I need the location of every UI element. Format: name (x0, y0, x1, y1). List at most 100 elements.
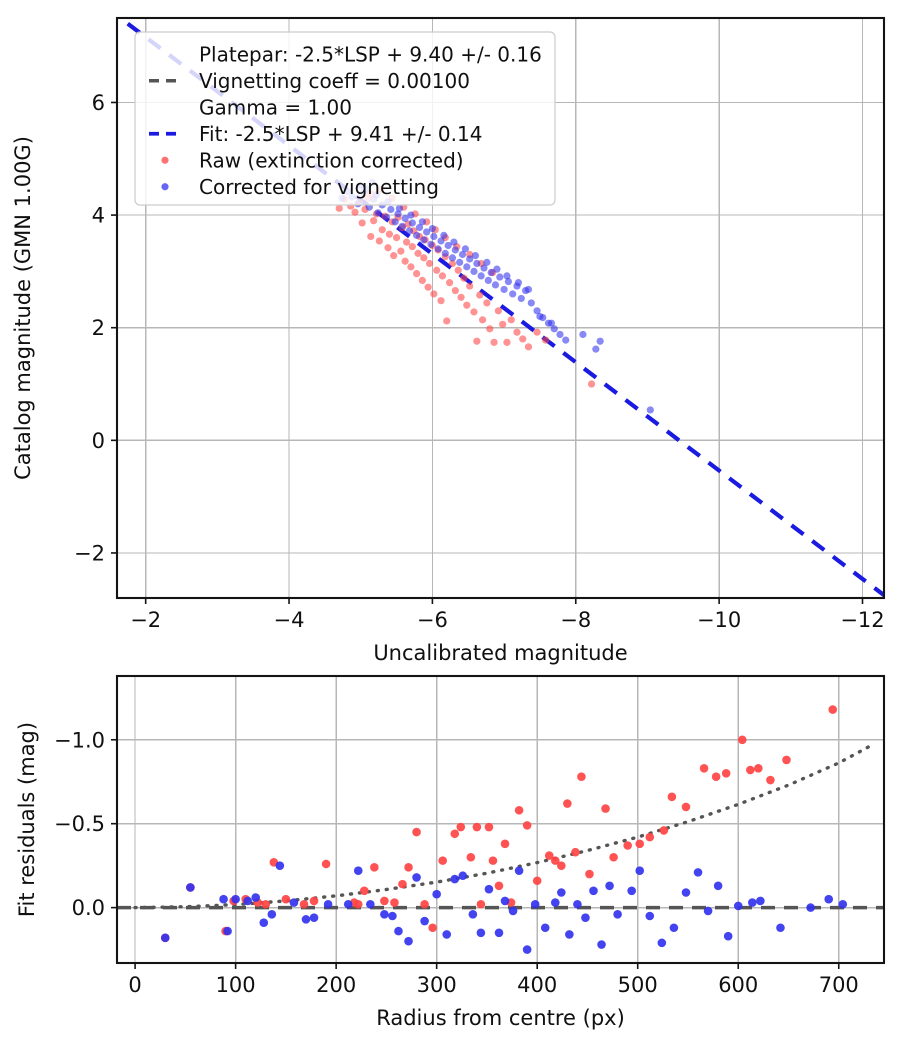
data-point (522, 945, 532, 954)
data-point (251, 893, 261, 902)
data-point (446, 279, 454, 287)
data-point (577, 772, 586, 781)
data-point (480, 264, 488, 272)
data-point (476, 899, 486, 909)
data-point (412, 827, 421, 837)
data-point (420, 254, 428, 262)
data-point (476, 291, 484, 299)
data-point (592, 345, 600, 353)
data-point (609, 852, 618, 862)
legend-label: Gamma = 1.00 (199, 95, 352, 119)
data-point (494, 307, 502, 315)
legend-label: Corrected for vignetting (199, 175, 439, 199)
data-point (483, 258, 491, 266)
data-point (623, 841, 632, 850)
data-point (466, 282, 474, 290)
data-point (456, 822, 466, 832)
data-point (461, 245, 469, 253)
data-point (524, 343, 533, 351)
data-point (646, 406, 654, 414)
data-point (513, 328, 521, 336)
data-point (351, 208, 359, 216)
data-point (380, 896, 389, 906)
data-point (613, 910, 622, 919)
data-point (635, 866, 645, 875)
data-point (627, 886, 636, 896)
data-point (589, 886, 598, 896)
data-point (503, 272, 511, 280)
data-point (387, 205, 395, 214)
data-point (748, 898, 757, 907)
data-point (440, 231, 448, 239)
x-tick-label: 200 (316, 973, 356, 997)
data-point (493, 265, 501, 273)
data-point (413, 231, 421, 239)
data-point (394, 926, 403, 936)
data-point (699, 764, 709, 773)
data-point (437, 297, 445, 305)
data-point (596, 337, 604, 345)
x-tick-label: −8 (560, 608, 591, 632)
data-point (487, 268, 495, 277)
data-point (390, 252, 398, 260)
data-point (585, 869, 594, 879)
data-point (404, 863, 413, 872)
data-point (441, 249, 449, 257)
data-point (471, 252, 480, 260)
data-point (444, 241, 452, 250)
data-point (533, 307, 541, 315)
data-point (519, 335, 527, 343)
data-point (476, 928, 486, 938)
data-point (488, 856, 498, 865)
data-point (458, 250, 467, 259)
data-point (437, 237, 445, 245)
data-point (645, 911, 655, 921)
data-point (428, 923, 437, 933)
legend-label: Raw (extinction corrected) (199, 148, 464, 172)
data-point (550, 898, 560, 907)
data-point (483, 299, 491, 307)
series-corrected-photometry-calibration (338, 178, 654, 414)
data-point (384, 244, 392, 252)
data-point (517, 294, 525, 303)
data-point (407, 263, 415, 271)
data-point (746, 765, 755, 775)
data-point (490, 338, 498, 346)
data-point (405, 227, 414, 235)
x-tick-label: −10 (697, 608, 741, 632)
data-point (499, 320, 507, 328)
data-point (391, 218, 399, 226)
data-point (557, 888, 566, 897)
data-point (494, 928, 504, 938)
y-tick-label: 2 (92, 316, 105, 340)
data-point (703, 906, 713, 916)
data-point (450, 238, 458, 246)
data-point (397, 247, 405, 255)
y-tick-label: 0.0 (72, 896, 105, 920)
data-point (448, 259, 457, 268)
data-point (388, 911, 397, 921)
data-point (433, 266, 441, 274)
data-point (418, 218, 426, 226)
data-point (460, 274, 468, 282)
data-point (382, 213, 391, 221)
data-point (509, 290, 517, 298)
data-point (472, 822, 482, 832)
data-point (721, 769, 731, 778)
series-corrected-fit-residuals (160, 861, 848, 954)
y-tick-label: −1.0 (54, 728, 105, 752)
x-tick-label: 700 (819, 973, 859, 997)
x-tick-label: 600 (718, 973, 758, 997)
data-point (390, 898, 399, 907)
data-point (186, 883, 195, 892)
x-tick-label: −4 (274, 608, 305, 632)
data-point (367, 232, 375, 241)
data-point (473, 259, 481, 268)
data-point (547, 319, 555, 327)
series-raw-photometry-calibration (335, 185, 596, 388)
data-point (496, 273, 504, 281)
data-point (838, 899, 848, 909)
data-point (557, 861, 566, 870)
data-point (404, 936, 413, 946)
legend-marker-raw-dot (161, 156, 169, 164)
